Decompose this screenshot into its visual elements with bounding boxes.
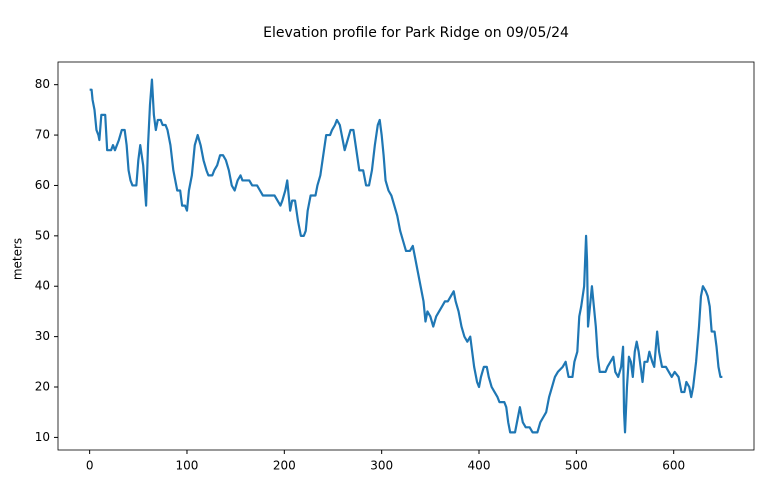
y-tick-label: 80 <box>35 77 50 91</box>
y-tick-label: 30 <box>35 329 50 343</box>
y-tick-label: 70 <box>35 128 50 142</box>
y-tick-label: 10 <box>35 430 50 444</box>
plot-frame <box>57 61 755 451</box>
x-tick-label: 600 <box>662 459 685 473</box>
y-tick-label: 40 <box>35 279 50 293</box>
chart-title: Elevation profile for Park Ridge on 09/0… <box>263 25 569 41</box>
x-tick-label: 500 <box>565 459 588 473</box>
x-tick-label: 300 <box>370 459 393 473</box>
y-tick-label: 20 <box>35 380 50 394</box>
y-tick-label: 60 <box>35 178 50 192</box>
y-tick-label: 50 <box>35 228 50 242</box>
y-axis-label: meters <box>11 238 25 280</box>
x-tick-label: 400 <box>468 459 491 473</box>
x-tick-label: 0 <box>86 459 94 473</box>
x-tick-label: 200 <box>273 459 296 473</box>
x-tick-label: 100 <box>176 459 199 473</box>
elevation-line <box>89 78 723 434</box>
